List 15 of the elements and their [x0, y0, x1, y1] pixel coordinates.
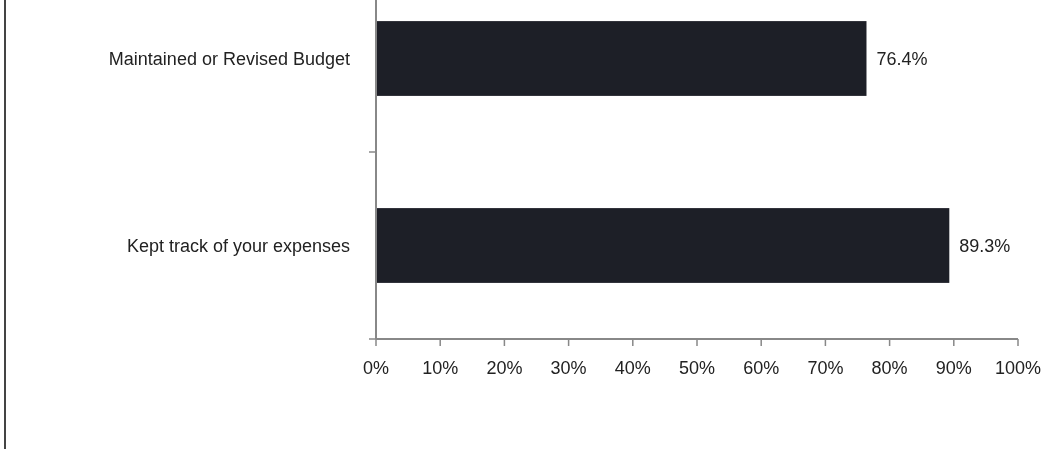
x-tick-label: 50% [678, 358, 716, 378]
x-tick-label: 90% [935, 358, 972, 378]
x-tick-label: 80% [871, 358, 908, 378]
x-tick-label: 40% [614, 358, 651, 378]
x-tick-label: 30% [550, 358, 587, 378]
x-tick-label: 60% [743, 358, 780, 378]
x-tick-label: 100% [994, 358, 1042, 378]
y-tick-label: Kept track of your expenses [126, 235, 350, 256]
data-label: 89.3% [959, 235, 1011, 256]
x-tick-label: 0% [362, 358, 390, 378]
x-tick-label: 20% [486, 358, 523, 378]
x-tick-label: 70% [807, 358, 844, 378]
data-label: 76.4% [876, 48, 928, 69]
x-tick-label: 10% [422, 358, 459, 378]
y-tick-label: Maintained or Revised Budget [108, 48, 350, 69]
